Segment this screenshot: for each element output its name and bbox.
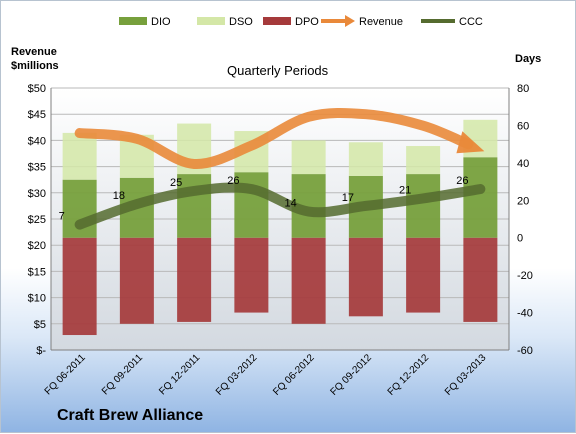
ccc-data-label: 26 <box>227 175 239 187</box>
bar-dso <box>62 132 97 180</box>
ccc-data-label: 25 <box>170 177 182 189</box>
bar-dpo <box>177 237 212 322</box>
left-tick-label: $45 <box>28 109 46 121</box>
x-tick-label: FQ 12-2011 <box>157 352 202 397</box>
right-tick-label: 0 <box>517 233 523 245</box>
left-tick-label: $35 <box>28 162 46 174</box>
bar-dio <box>406 174 441 238</box>
legend-arrowhead-revenue <box>345 15 355 27</box>
company-title: Craft Brew Alliance <box>57 407 204 424</box>
x-tick-label: FQ 06-2011 <box>43 352 88 397</box>
left-tick-label: $20 <box>28 240 46 252</box>
legend-label: DSO <box>229 16 253 28</box>
left-tick-label: $40 <box>28 135 46 147</box>
left-tick-label: $25 <box>28 214 46 226</box>
ccc-data-label: 17 <box>342 192 354 204</box>
ccc-data-label: 14 <box>285 198 297 210</box>
legend-label: CCC <box>459 16 483 28</box>
legend-swatch-dio <box>119 17 147 25</box>
revenue-line <box>74 107 474 169</box>
bar-dso <box>348 142 383 176</box>
x-tick-label: FQ 06-2012 <box>271 352 317 398</box>
x-tick-label: FQ 09-2011 <box>100 352 145 397</box>
right-axis-title: Days <box>515 53 542 65</box>
bar-dpo <box>234 237 269 313</box>
legend-label: DIO <box>151 16 171 28</box>
bar-dpo <box>62 237 97 336</box>
left-tick-label: $15 <box>28 266 46 278</box>
right-tick-label: -60 <box>517 345 533 357</box>
bar-dpo <box>463 237 498 322</box>
left-axis-title-line-2: $millions <box>11 60 59 72</box>
left-tick-label: $50 <box>28 83 46 95</box>
ccc-data-label: 26 <box>456 175 468 187</box>
left-axis-title-line-1: Revenue <box>11 46 57 58</box>
bar-dso <box>291 140 326 175</box>
ccc-data-label: 7 <box>59 211 65 223</box>
x-tick-label: FQ 03-2013 <box>443 352 489 398</box>
bar-dpo <box>406 237 441 313</box>
right-tick-label: 60 <box>517 120 529 132</box>
right-tick-label: -40 <box>517 308 533 320</box>
revenue-arrowhead <box>456 131 485 154</box>
ccc-data-label: 18 <box>113 190 125 202</box>
legend-swatch-dpo <box>263 17 291 25</box>
ccc-line <box>74 182 486 230</box>
left-tick-label: $10 <box>28 293 46 305</box>
x-tick-label: FQ 09-2012 <box>328 352 374 398</box>
left-tick-label: $- <box>36 345 46 357</box>
right-tick-label: -20 <box>517 270 533 282</box>
right-tick-label: 40 <box>517 158 529 170</box>
ccc-data-label: 21 <box>399 184 411 196</box>
x-tick-label: FQ 03-2012 <box>214 352 260 398</box>
right-tick-label: 80 <box>517 83 529 95</box>
bar-dpo <box>119 237 154 324</box>
x-tick-label: FQ 12-2012 <box>386 352 432 398</box>
legend-swatch-dso <box>197 17 225 25</box>
left-tick-label: $30 <box>28 188 46 200</box>
bar-dso <box>406 146 441 175</box>
left-axis-title: Revenue $millions <box>11 45 59 73</box>
bar-dpo <box>291 237 326 324</box>
left-tick-label: $5 <box>34 319 46 331</box>
bar-dio <box>463 157 498 238</box>
right-tick-label: 20 <box>517 195 529 207</box>
bar-dpo <box>348 237 383 317</box>
legend-label: Revenue <box>359 16 403 28</box>
legend-label: DPO <box>295 16 319 28</box>
chart-title: Quarterly Periods <box>227 63 329 78</box>
